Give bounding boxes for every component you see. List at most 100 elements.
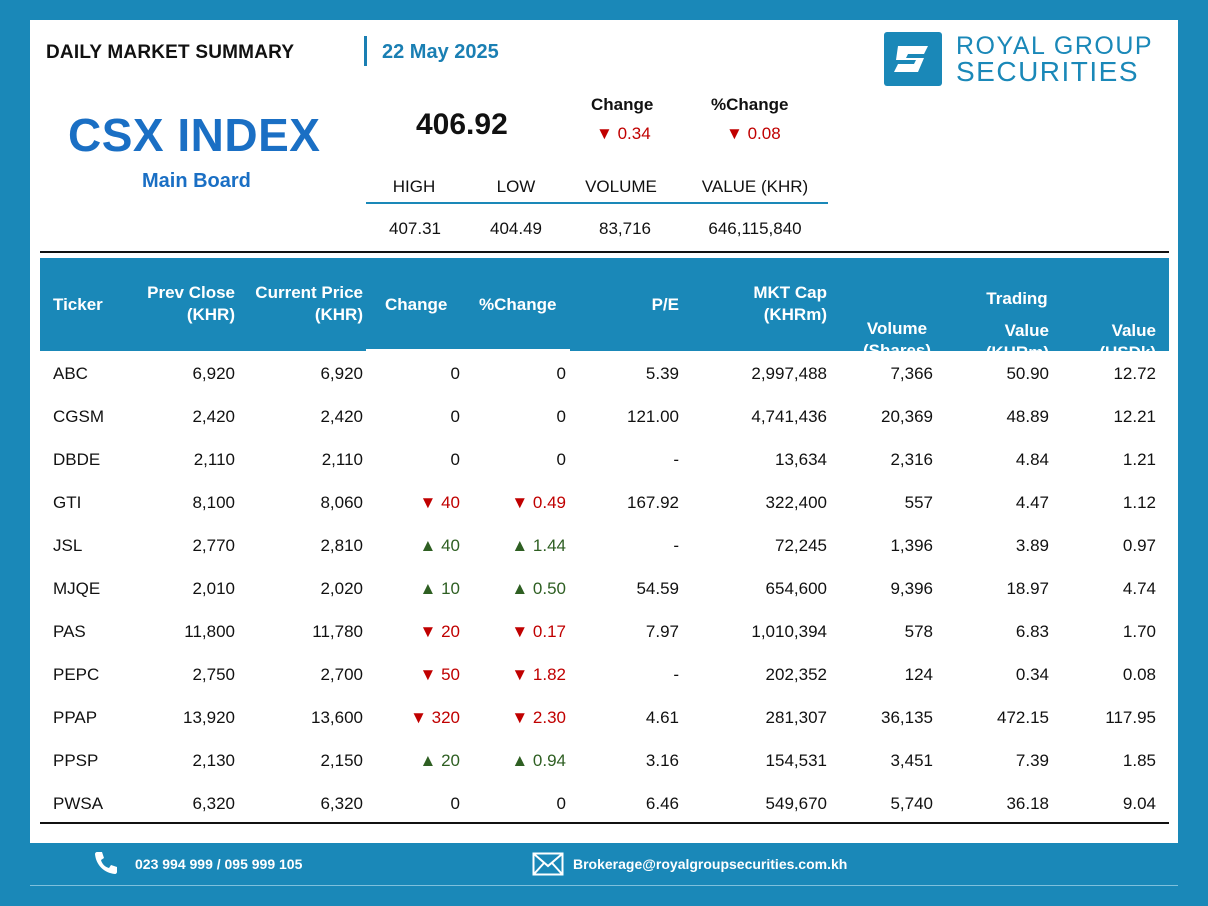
triangle-up-icon: ▲ xyxy=(511,579,533,598)
cell-ticker: PAS xyxy=(53,622,86,641)
stat-high: 407.31 xyxy=(389,219,441,238)
cell-change: ▼ 50 xyxy=(420,653,460,696)
cell-pct-change: 0 xyxy=(556,450,566,469)
cell-pe: 5.39 xyxy=(645,364,679,383)
cell-volume: 124 xyxy=(904,665,933,684)
cell-ticker: PPAP xyxy=(53,708,98,727)
index-change-value: 0.34 xyxy=(617,124,651,143)
stat-header-volume: VOLUME xyxy=(585,177,657,196)
cell-pct-change-value: 0.50 xyxy=(532,579,566,598)
cell-current-price: 2,810 xyxy=(320,536,363,555)
cell-volume: 9,396 xyxy=(890,579,933,598)
stat-value: 646,115,840 xyxy=(708,219,802,238)
triangle-up-icon: ▲ xyxy=(419,579,442,598)
stat-volume: 83,716 xyxy=(599,219,651,238)
cell-change: ▲ 10 xyxy=(420,567,460,610)
triangle-down-icon: ▼ xyxy=(511,665,533,684)
triangle-down-icon: ▼ xyxy=(596,124,613,143)
cell-prev-close: 2,110 xyxy=(193,450,235,469)
col-volume-line2: (Shares) xyxy=(862,341,932,360)
cell-value-khr: 36.18 xyxy=(1006,794,1049,813)
cell-current-price: 2,020 xyxy=(320,579,363,598)
stat-header-high: HIGH xyxy=(392,177,436,196)
cell-ticker: PEPC xyxy=(53,665,100,684)
report-card: DAILY MARKET SUMMARY 22 May 2025 ROYAL G… xyxy=(30,20,1178,843)
cell-volume: 2,316 xyxy=(890,450,933,469)
index-board: Main Board xyxy=(142,170,251,192)
cell-prev-close: 2,750 xyxy=(192,665,235,684)
cell-pe: 6.46 xyxy=(645,794,679,813)
table-row: DBDE 2,110 2,110 0 0 - 13,634 2,316 4.84 1.21 xyxy=(40,438,1169,481)
cell-value-khr: 48.89 xyxy=(1006,407,1049,426)
cell-change-value: 40 xyxy=(441,536,460,555)
cell-ticker: PWSA xyxy=(53,794,104,813)
col-volume: Volume (Shares) xyxy=(852,318,942,362)
col-trading-group: Trading xyxy=(986,289,1048,308)
footer-rule xyxy=(30,885,1178,886)
report-title: DAILY MARKET SUMMARY xyxy=(46,42,295,63)
triangle-down-icon: ▼ xyxy=(410,708,432,727)
cell-value-usd: 9.04 xyxy=(1122,794,1156,813)
index-pct-change-value: 0.08 xyxy=(747,124,781,143)
col-prev-close-line2: (KHR) xyxy=(186,305,235,324)
col-change: Change xyxy=(385,295,448,314)
col-mkt-cap: MKT Cap (KHRm) xyxy=(753,282,827,326)
table-header-notch xyxy=(366,349,570,353)
cell-value-usd: 0.08 xyxy=(1122,665,1156,684)
triangle-down-icon: ▼ xyxy=(419,665,442,684)
cell-volume: 5,740 xyxy=(890,794,933,813)
cell-change-value: 40 xyxy=(441,493,460,512)
table-bottom-rule xyxy=(40,822,1169,824)
cell-prev-close: 6,320 xyxy=(192,794,235,813)
table-row: PWSA 6,320 6,320 0 0 6.46 549,670 5,740 36.18 9.0… xyxy=(40,782,1169,825)
cell-current-price: 2,420 xyxy=(320,407,363,426)
phone-icon xyxy=(92,850,120,876)
cell-current-price: 6,320 xyxy=(320,794,363,813)
cell-change-value: 20 xyxy=(441,622,460,641)
cell-pe: - xyxy=(673,450,679,469)
footer-email[interactable]: Brokerage@royalgroupsecurities.com.kh xyxy=(573,856,848,872)
footer-phone[interactable]: 023 994 999 / 095 999 105 xyxy=(135,856,303,872)
cell-volume: 1,396 xyxy=(890,536,933,555)
cell-value-khr: 6.83 xyxy=(1015,622,1049,641)
header-divider xyxy=(364,36,367,66)
cell-volume: 3,451 xyxy=(890,751,933,770)
cell-prev-close: 11,800 xyxy=(184,622,235,641)
table-row: JSL 2,770 2,810 ▲ 40 ▲ 1.44-72,245 1,396 3.89 0… xyxy=(40,524,1169,567)
cell-mkt-cap: 2,997,488 xyxy=(751,364,827,383)
col-value-khr-line1: Value xyxy=(1004,321,1049,340)
cell-change-value: 20 xyxy=(441,751,460,770)
stat-header-low: LOW xyxy=(496,177,536,196)
cell-pe: 54.59 xyxy=(636,579,679,598)
cell-change: ▼ 320 xyxy=(410,696,460,739)
cell-current-price: 2,700 xyxy=(320,665,363,684)
logo-text-royal-group: ROYAL GROUP xyxy=(956,32,1154,60)
cell-mkt-cap: 13,634 xyxy=(775,450,827,469)
cell-prev-close: 2,130 xyxy=(192,751,235,770)
table-row: CGSM 2,420 2,420 0 0 121.00 4,741,436 20,369 48.… xyxy=(40,395,1169,438)
triangle-down-icon: ▼ xyxy=(511,493,533,512)
triangle-down-icon: ▼ xyxy=(511,622,533,641)
col-value-usd-line1: Value xyxy=(1111,321,1156,340)
table-row: GTI 8,100 8,060 ▼ 40 ▼ 0.49 167.92 322,400 557 4… xyxy=(40,481,1169,524)
cell-prev-close: 6,920 xyxy=(192,364,235,383)
report-date: 22 May 2025 xyxy=(382,41,499,63)
cell-change: 0 xyxy=(450,450,460,469)
cell-value-khr: 50.90 xyxy=(1006,364,1049,383)
stat-low: 404.49 xyxy=(490,219,542,238)
cell-pct-change: ▲ 0.50 xyxy=(511,567,566,610)
cell-change-value: 320 xyxy=(431,708,460,727)
cell-value-usd: 117.95 xyxy=(1105,708,1156,727)
cell-change: ▲ 20 xyxy=(420,739,460,782)
cell-change-value: 10 xyxy=(441,579,460,598)
cell-pct-change-value: 0.49 xyxy=(532,493,566,512)
cell-change: ▼ 20 xyxy=(420,610,460,653)
col-pct-change: %Change xyxy=(479,295,557,314)
cell-mkt-cap: 654,600 xyxy=(765,579,827,598)
cell-mkt-cap: 549,670 xyxy=(765,794,827,813)
cell-volume: 7,366 xyxy=(890,364,933,383)
cell-pe: 121.00 xyxy=(627,407,679,426)
cell-mkt-cap: 1,010,394 xyxy=(751,622,827,641)
col-mkt-cap-line1: MKT Cap xyxy=(753,283,827,302)
cell-pct-change-value: 0.17 xyxy=(532,622,566,641)
